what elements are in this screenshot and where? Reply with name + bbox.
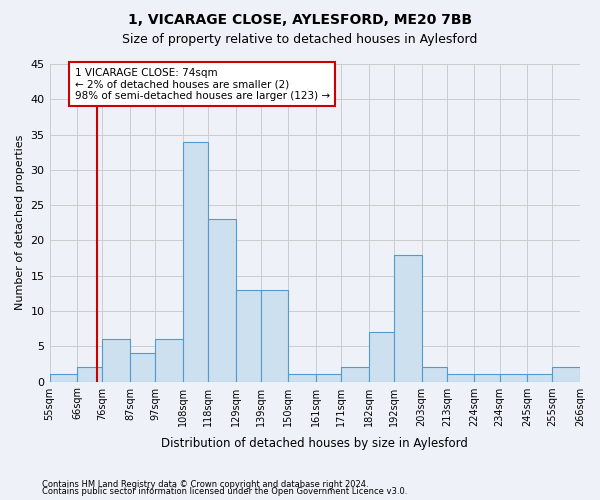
Y-axis label: Number of detached properties: Number of detached properties [15,135,25,310]
Bar [50,374,77,382]
X-axis label: Distribution of detached houses by size in Aylesford: Distribution of detached houses by size … [161,437,468,450]
Bar [236,290,261,382]
Bar [341,368,369,382]
Bar [475,374,500,382]
Text: Contains HM Land Registry data © Crown copyright and database right 2024.: Contains HM Land Registry data © Crown c… [42,480,368,489]
Text: Contains public sector information licensed under the Open Government Licence v3: Contains public sector information licen… [42,487,407,496]
Bar [208,219,236,382]
Text: 1 VICARAGE CLOSE: 74sqm
← 2% of detached houses are smaller (2)
98% of semi-deta: 1 VICARAGE CLOSE: 74sqm ← 2% of detached… [74,68,330,100]
Bar [183,142,208,382]
Bar [130,354,155,382]
Bar [500,374,527,382]
Bar [553,368,580,382]
Bar [316,374,341,382]
Bar [369,332,394,382]
Bar [527,374,553,382]
Bar [289,374,316,382]
Bar [422,368,447,382]
Bar [261,290,289,382]
Bar [103,339,130,382]
Bar [155,339,183,382]
Text: Size of property relative to detached houses in Aylesford: Size of property relative to detached ho… [122,32,478,46]
Text: 1, VICARAGE CLOSE, AYLESFORD, ME20 7BB: 1, VICARAGE CLOSE, AYLESFORD, ME20 7BB [128,12,472,26]
Bar [447,374,475,382]
Bar [77,368,103,382]
Bar [394,254,422,382]
